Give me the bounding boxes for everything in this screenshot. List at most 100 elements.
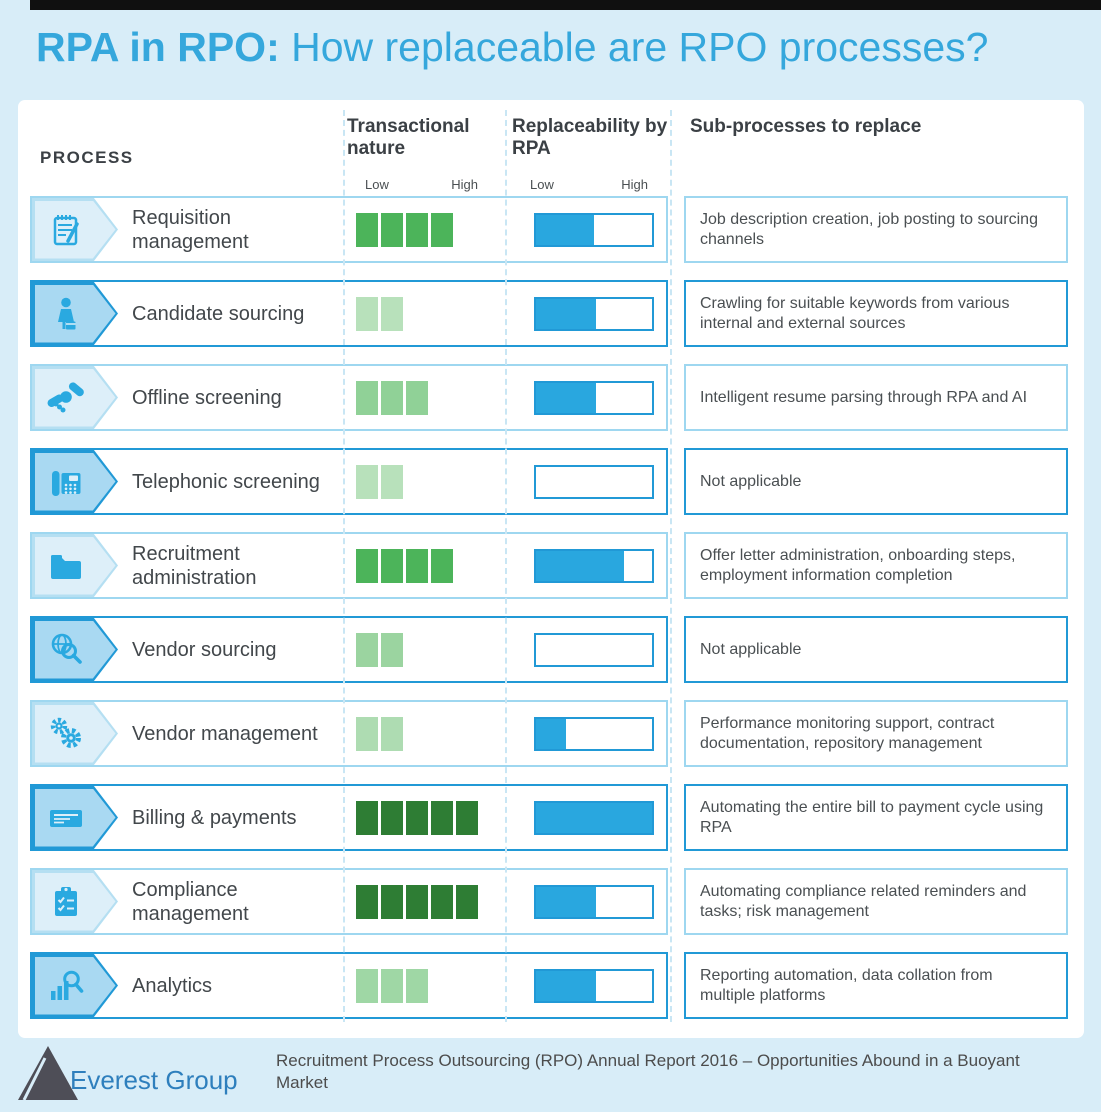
table-row: Recruitment administration Offer letter …	[30, 532, 1068, 599]
transactional-block	[431, 212, 453, 247]
process-icon-chevron	[32, 870, 118, 933]
process-name: Compliance management	[132, 878, 249, 925]
logo-wordmark: Everest Group	[70, 1065, 238, 1095]
process-card: Requisition management	[30, 196, 668, 263]
gears-icon	[50, 717, 81, 748]
source-citation: Recruitment Process Outsourcing (RPO) An…	[276, 1050, 1020, 1092]
transactional-block	[431, 884, 453, 919]
process-icon-chevron	[32, 786, 118, 849]
process-name: Requisition management	[132, 206, 249, 253]
process-icon-chevron	[32, 198, 118, 261]
person-icon	[58, 297, 76, 329]
replaceability-fill	[536, 382, 597, 413]
replaceability-cell	[514, 450, 666, 513]
subprocess-box: Not applicable	[684, 448, 1068, 515]
table-row: Vendor management Performance monitoring…	[30, 700, 1068, 767]
transactional-block	[381, 212, 403, 247]
process-icon-chevron	[32, 282, 118, 345]
subprocess-text: Automating the entire bill to payment cy…	[700, 798, 1044, 836]
replaceability-cell	[514, 198, 666, 261]
replaceability-fill	[536, 886, 597, 917]
scale-high-label: High	[621, 177, 648, 192]
table-row: Vendor sourcing Not applicable	[30, 616, 1068, 683]
replaceability-cell	[514, 786, 666, 849]
process-card: Offline screening	[30, 364, 668, 431]
replaceability-cell	[514, 282, 666, 345]
table-row: Requisition management Job description c…	[30, 196, 1068, 263]
replaceability-bar	[534, 464, 654, 499]
transactional-rating	[338, 870, 514, 933]
column-divider	[343, 110, 345, 1022]
replaceability-fill	[536, 970, 597, 1001]
subprocess-box: Offer letter administration, onboarding …	[684, 532, 1068, 599]
scale-low-label: Low	[365, 177, 389, 192]
footer: Everest Group Recruitment Process Outsou…	[14, 1042, 1056, 1102]
transactional-block	[406, 212, 428, 247]
replaceability-bar	[534, 716, 654, 751]
transactional-block	[356, 380, 378, 415]
transactional-block	[356, 464, 378, 499]
subprocess-box: Performance monitoring support, contract…	[684, 700, 1068, 767]
transactional-block	[406, 548, 428, 583]
process-card: Candidate sourcing	[30, 280, 668, 347]
replaceability-cell	[514, 870, 666, 933]
transactional-rating	[338, 450, 514, 513]
transactional-block	[406, 380, 428, 415]
table-row: Analytics Reporting automation, data col…	[30, 952, 1068, 1019]
replaceability-bar	[534, 632, 654, 667]
replaceability-cell	[514, 618, 666, 681]
table-row: Billing & payments Automating the entire…	[30, 784, 1068, 851]
transactional-block	[381, 800, 403, 835]
mountain-icon	[18, 1046, 78, 1101]
column-header-process: PROCESS	[40, 148, 134, 167]
process-icon-chevron	[32, 366, 118, 429]
subprocess-box: Automating the entire bill to payment cy…	[684, 784, 1068, 851]
globe-search-icon	[51, 633, 82, 664]
replaceability-bar	[534, 884, 654, 919]
table-panel: PROCESS Transactional nature Replaceabil…	[18, 100, 1084, 1038]
transactional-rating	[338, 534, 514, 597]
transactional-block	[356, 296, 378, 331]
process-name: Billing & payments	[132, 806, 297, 829]
transactional-block	[381, 632, 403, 667]
replaceability-bar	[534, 968, 654, 1003]
chart-search-icon	[51, 970, 84, 1000]
column-header-transactional: Transactional nature	[347, 116, 470, 159]
transactional-block	[381, 296, 403, 331]
transactional-block	[381, 464, 403, 499]
column-divider	[505, 110, 507, 1022]
notepad-icon	[53, 214, 79, 245]
process-card: Compliance management	[30, 868, 668, 935]
subprocess-box: Reporting automation, data collation fro…	[684, 952, 1068, 1019]
table-row: Compliance management Automating complia…	[30, 868, 1068, 935]
process-name: Offline screening	[132, 386, 282, 409]
transactional-block	[356, 884, 378, 919]
transactional-block	[381, 968, 403, 1003]
transactional-rating	[338, 954, 514, 1017]
process-icon-chevron	[32, 618, 118, 681]
transactional-block	[431, 548, 453, 583]
transactional-block	[406, 968, 428, 1003]
phone-icon	[52, 470, 81, 496]
transactional-block	[356, 212, 378, 247]
subprocess-box: Not applicable	[684, 616, 1068, 683]
process-name: Vendor sourcing	[132, 638, 277, 661]
transactional-block	[356, 716, 378, 751]
transactional-block	[381, 548, 403, 583]
process-card: Vendor management	[30, 700, 668, 767]
cheque-icon	[50, 809, 82, 827]
handshake-icon	[47, 381, 84, 412]
transactional-block	[381, 380, 403, 415]
process-rows: Requisition management Job description c…	[30, 196, 1068, 1019]
subprocess-text: Crawling for suitable keywords from vari…	[700, 294, 1010, 332]
top-accent-bar	[30, 0, 1101, 10]
page-title: RPA in RPO: How replaceable are RPO proc…	[36, 24, 988, 71]
transactional-block	[456, 800, 478, 835]
table-row: Offline screening Intelligent resume par…	[30, 364, 1068, 431]
clipboard-icon	[55, 886, 77, 916]
replaceability-fill	[536, 550, 625, 581]
subprocess-text: Intelligent resume parsing through RPA a…	[700, 388, 1028, 406]
process-card: Telephonic screening	[30, 448, 668, 515]
transactional-block	[381, 884, 403, 919]
